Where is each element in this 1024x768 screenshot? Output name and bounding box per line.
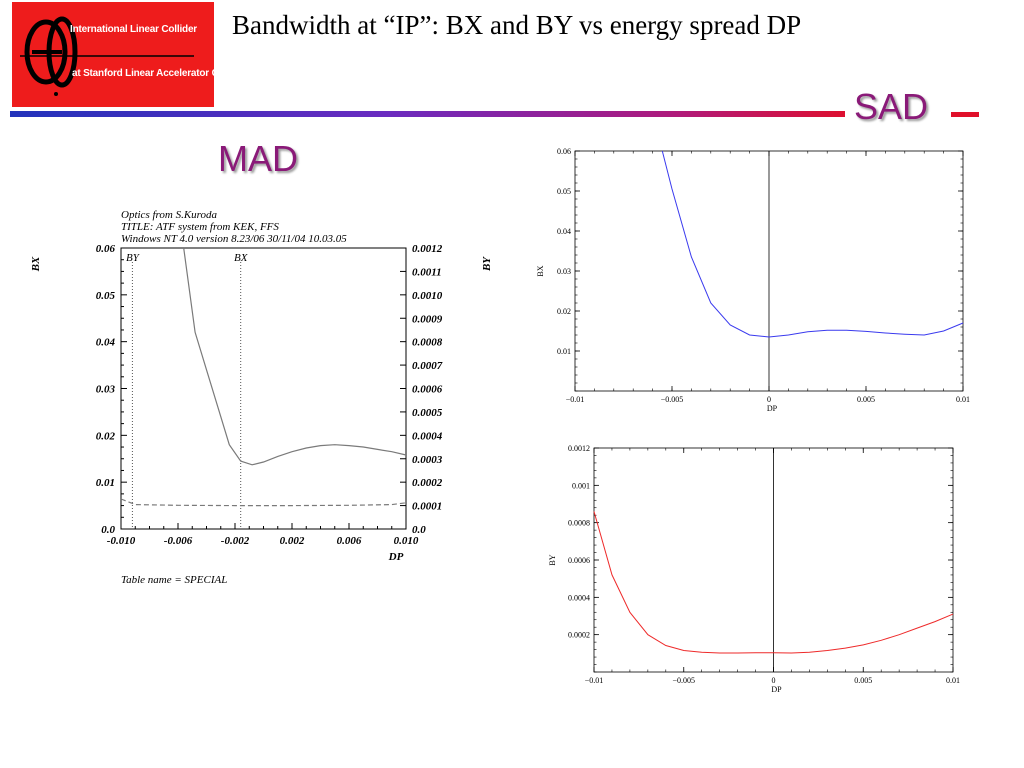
mad-x-axis-label: DP	[388, 551, 404, 563]
sad-by-y-tick-label: 0.0006	[568, 556, 590, 565]
mad-x-tick-label: 0.002	[280, 535, 305, 547]
mad-y-left-axis-label: BX	[30, 256, 42, 272]
ilc-slac-logo: International Linear Collider at Stanfor…	[12, 2, 242, 107]
mad-y-right-tick-label: 0.0009	[412, 313, 443, 325]
mad-y-right-tick-label: 0.0012	[412, 243, 443, 255]
mad-x-tick-label: -0.006	[164, 535, 193, 547]
title-divider	[10, 111, 845, 117]
sad-bx-x-tick-label: −0.01	[566, 395, 585, 404]
mad-y-right-tick-label: 0.0011	[412, 266, 442, 278]
mad-note-line-1: Optics from S.Kuroda	[121, 209, 218, 221]
mad-y-right-tick-label: 0.0002	[412, 477, 443, 489]
sad-bx-y-axis-label: BX	[536, 265, 545, 276]
mad-y-right-tick-label: 0.0006	[412, 384, 443, 396]
mad-y-right-tick-label: 0.0007	[412, 360, 443, 372]
mad-table-name: Table name = SPECIAL	[121, 574, 228, 586]
mad-y-right-axis-label: BY	[481, 256, 493, 272]
sad-bx-x-tick-label: 0	[767, 395, 771, 404]
mad-x-tick-label: 0.006	[337, 535, 362, 547]
mad-y-left-tick-label: 0.04	[96, 337, 116, 349]
sad-bx-y-tick-label: 0.03	[557, 267, 571, 276]
sad-bx-y-tick-label: 0.02	[557, 307, 571, 316]
sad-label: SAD	[854, 86, 929, 127]
sad-by-x-tick-label: 0	[772, 676, 776, 685]
mad-x-tick-label: -0.002	[221, 535, 250, 547]
sad-by-y-tick-label: 0.001	[572, 481, 590, 490]
sad-by-series-line	[593, 511, 954, 654]
mad-plot-frame	[120, 247, 407, 530]
mad-y-left-tick-label: 0.03	[96, 384, 116, 396]
sad-by-x-tick-label: 0.01	[946, 676, 960, 685]
sad-bx-x-tick-label: 0.01	[956, 395, 970, 404]
mad-label: MAD	[218, 138, 298, 179]
mad-series-by	[120, 498, 407, 507]
sad-bx-y-tick-label: 0.06	[557, 147, 571, 156]
mad-y-right-tick-label: 0.0005	[412, 407, 443, 419]
sad-bx-x-tick-label: −0.005	[661, 395, 684, 404]
mad-y-right-tick-label: 0.0003	[412, 454, 443, 466]
sad-by-y-axis-label: BY	[548, 554, 557, 565]
mad-x-tick-label: 0.010	[394, 535, 419, 547]
sad-by-x-tick-label: −0.01	[585, 676, 604, 685]
sad-by-plot-frame	[593, 447, 954, 673]
mad-y-left-tick-label: 0.01	[96, 477, 115, 489]
mad-y-right-tick-label: 0.0010	[412, 290, 443, 302]
mad-x-tick-label: -0.010	[107, 535, 136, 547]
mad-series-bx	[183, 247, 407, 466]
sad-bx-y-tick-label: 0.01	[557, 347, 571, 356]
logo-line-1: International Linear Collider	[70, 24, 197, 35]
sad-by-y-tick-label: 0.0004	[568, 593, 590, 602]
mad-marker-label: BY	[126, 252, 141, 264]
mad-y-right-tick-label: 0.0008	[412, 337, 443, 349]
sad-by-x-axis-label: DP	[771, 685, 782, 694]
page-title: Bandwidth at “IP”: BX and BY vs energy s…	[232, 10, 802, 40]
mad-y-right-tick-label: 0.0	[412, 524, 426, 536]
divider-accent	[951, 112, 979, 117]
mad-note-line-3: Windows NT 4.0 version 8.23/06 30/11/04 …	[121, 233, 347, 245]
mad-y-right-tick-label: 0.0001	[412, 501, 442, 513]
mad-y-right-tick-label: 0.0004	[412, 430, 443, 442]
sad-bx-y-tick-label: 0.05	[557, 187, 571, 196]
sad-by-y-tick-label: 0.0012	[568, 444, 590, 453]
ilc-logo-icon	[20, 16, 194, 96]
sad-bx-plot-frame	[574, 150, 964, 392]
mad-y-left-tick-label: 0.0	[101, 524, 115, 536]
sad-by-x-tick-label: −0.005	[672, 676, 695, 685]
sad-by-y-tick-label: 0.0008	[568, 519, 590, 528]
mad-marker-label: BX	[234, 252, 249, 264]
mad-y-left-tick-label: 0.05	[96, 290, 116, 302]
sad-bx-x-tick-label: 0.005	[857, 395, 875, 404]
mad-y-left-tick-label: 0.02	[96, 430, 116, 442]
logo-line-2: at Stanford Linear Accelerator Center	[72, 68, 243, 79]
mad-y-left-tick-label: 0.06	[96, 243, 116, 255]
sad-by-y-tick-label: 0.0002	[568, 631, 590, 640]
mad-note-line-2: TITLE: ATF system from KEK, FFS	[121, 221, 279, 233]
sad-bx-y-tick-label: 0.04	[557, 227, 571, 236]
sad-bx-series-line	[661, 150, 964, 338]
sad-by-x-tick-label: 0.005	[854, 676, 872, 685]
sad-bx-x-axis-label: DP	[767, 404, 778, 413]
